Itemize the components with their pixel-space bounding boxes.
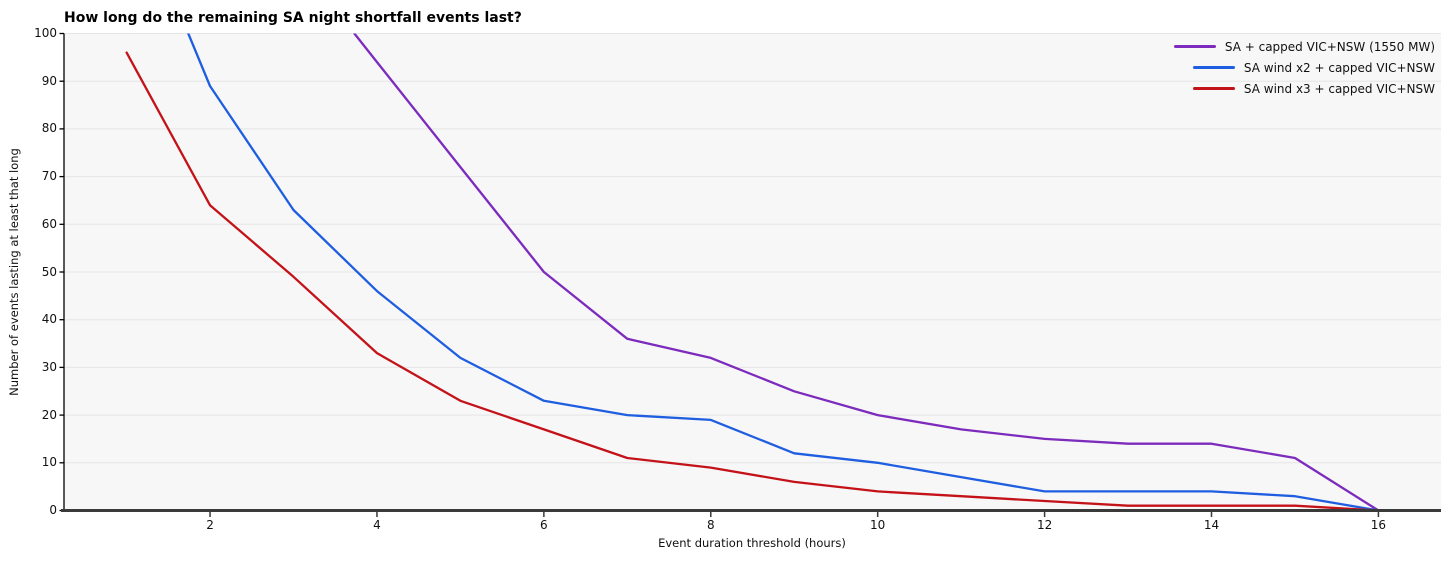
- legend-item-sa-wind-x3: SA wind x3 + capped VIC+NSW: [1174, 78, 1435, 99]
- y-tick-label: 50: [41, 264, 57, 279]
- x-tick-label: 6: [540, 518, 548, 532]
- legend-swatch-purple: [1173, 45, 1216, 48]
- x-tick-label: 2: [206, 518, 214, 532]
- legend-swatch-blue: [1192, 66, 1235, 69]
- y-tick-label: 40: [41, 312, 57, 327]
- y-tick-label: 0: [49, 503, 57, 517]
- legend-label: SA wind x2 + capped VIC+NSW: [1243, 60, 1435, 75]
- x-tick-label: 4: [373, 518, 381, 532]
- x-tick-label: 14: [1203, 518, 1220, 532]
- x-tick-label: 12: [1036, 518, 1053, 532]
- y-tick-label: 70: [41, 169, 57, 184]
- y-tick-label: 10: [41, 455, 57, 470]
- y-tick-label: 90: [41, 73, 57, 88]
- x-axis-title: Event duration threshold (hours): [658, 536, 846, 550]
- legend-label: SA + capped VIC+NSW (1550 MW): [1224, 39, 1435, 54]
- legend-item-sa-wind-x2: SA wind x2 + capped VIC+NSW: [1174, 57, 1435, 78]
- y-tick-label: 60: [41, 216, 57, 231]
- y-tick-label: 30: [41, 359, 57, 374]
- y-tick-label: 100: [34, 26, 57, 40]
- chart-title: How long do the remaining SA night short…: [64, 10, 522, 26]
- legend-swatch-red: [1192, 87, 1235, 90]
- legend-item-sa-capped: SA + capped VIC+NSW (1550 MW): [1173, 36, 1435, 57]
- x-tick-label: 10: [870, 518, 886, 532]
- legend-label: SA wind x3 + capped VIC+NSW: [1243, 81, 1435, 96]
- y-tick-label: 80: [41, 121, 57, 136]
- x-tick-label: 16: [1370, 518, 1387, 532]
- y-tick-label: 20: [41, 407, 57, 422]
- x-tick-label: 8: [706, 518, 715, 532]
- legend: SA + capped VIC+NSW (1550 MW) SA wind x2…: [1173, 36, 1435, 99]
